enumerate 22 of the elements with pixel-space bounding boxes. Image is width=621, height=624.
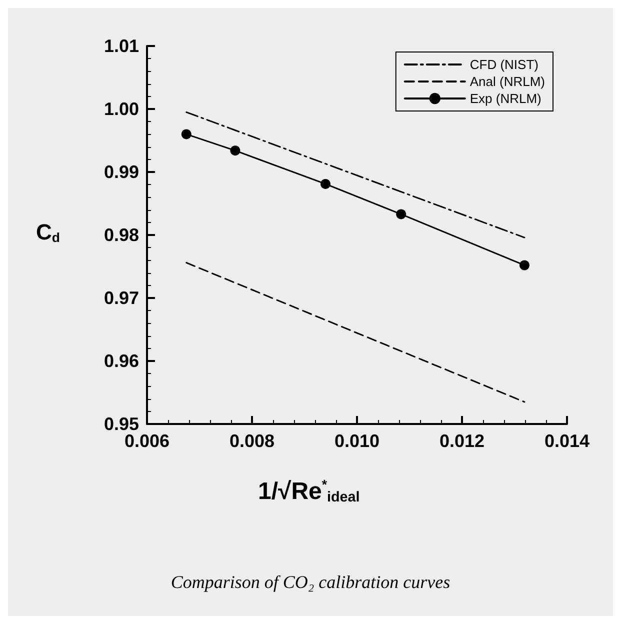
point (181, 129, 192, 140)
text: Comparison of CO₂ calibration curves (170, 572, 450, 592)
point (320, 178, 330, 189)
point (230, 146, 240, 156)
y-tick-label: 0.98 (104, 225, 139, 245)
y-tick-label: 1.00 (104, 99, 139, 119)
y-tick-label: 0.95 (104, 414, 139, 434)
y-tick-label: 0.96 (104, 351, 139, 371)
legend-label: Anal (NRLM) (470, 74, 545, 89)
x-tick-label: 0.012 (439, 431, 485, 451)
y-tick-label: 0.97 (104, 288, 139, 308)
y-tick-label: 1.01 (104, 36, 139, 56)
x-tick-label: 0.006 (124, 431, 170, 451)
legend-label: CFD (NIST) (470, 57, 538, 72)
legend-label: Exp (NRLM) (470, 91, 542, 106)
point (519, 260, 530, 270)
x-tick-label: 0.010 (334, 431, 380, 451)
x-tick-label: 0.008 (229, 431, 275, 451)
point (396, 209, 406, 220)
x-axis-title: 1/√Re*ideal (258, 477, 360, 506)
x-tick-label: 0.014 (544, 431, 590, 451)
y-tick-label: 0.99 (104, 162, 139, 182)
